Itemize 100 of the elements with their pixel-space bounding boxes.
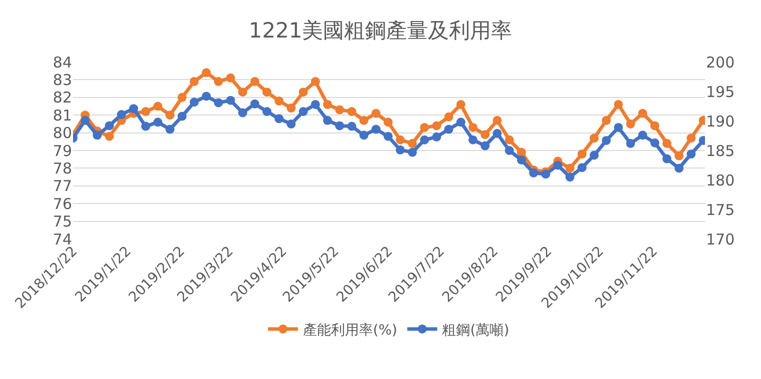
y-tick-label: 77 [52,177,72,196]
point [250,76,260,86]
point [686,134,696,143]
point [638,130,648,140]
point [432,132,442,142]
point [178,112,187,121]
point [650,138,660,148]
point [202,68,211,78]
point [420,122,429,132]
point [190,76,199,86]
point [250,99,260,108]
point [80,116,90,125]
y2-tick-label: 190 [706,112,735,130]
point [190,98,199,107]
point [504,135,514,144]
point [456,118,466,127]
point [323,100,332,109]
point [480,130,490,140]
point [104,132,114,141]
point [286,104,296,113]
y-tick-label: 78 [52,159,72,178]
point [662,138,672,148]
point [529,168,538,178]
point [165,124,174,134]
point [614,100,623,109]
point [516,148,526,157]
point [468,135,478,144]
point [262,88,272,97]
point [662,154,672,164]
point [384,132,393,141]
point [590,134,599,143]
point [286,119,296,128]
point [456,100,466,109]
point [335,121,344,130]
y-tick-label: 76 [52,194,72,213]
point [153,102,162,111]
point [372,124,381,134]
point [104,121,114,130]
y2-tick-label: 180 [706,171,735,190]
point [516,155,526,164]
y-tick-label: 82 [52,88,72,107]
point [480,141,490,150]
point [565,164,574,173]
y2-tick-label: 195 [706,82,735,101]
point [226,73,236,82]
point [578,150,587,159]
point [492,128,502,138]
y-tick-label: 74 [52,230,72,248]
point [359,116,368,125]
point [347,107,356,116]
point [541,170,550,179]
point [602,136,611,145]
point [226,96,236,105]
point [310,76,320,86]
point [238,88,248,97]
point [674,151,684,160]
point [396,135,405,144]
y2-tick-label: 170 [706,230,735,248]
point [626,119,636,128]
point [638,108,648,118]
y2-tick-label: 200 [706,53,735,72]
y-tick-label: 75 [52,212,72,231]
y-tick-label: 80 [52,124,72,142]
point [310,100,320,109]
point [590,150,599,160]
point [492,116,502,125]
chart-title: 1221美國粗鋼產量及利用率 [248,18,512,42]
y-tick-label: 84 [52,53,72,72]
point [372,108,381,118]
point [165,110,174,120]
point [116,110,126,120]
point [432,121,442,130]
legend-label: 產能利用率(%) [303,322,398,338]
y2-tick-label: 175 [706,200,735,219]
point [444,112,454,122]
point [553,160,562,170]
point [626,138,636,148]
point [420,135,429,144]
point [129,104,138,114]
point [408,138,417,148]
point [408,148,417,157]
y-tick-label: 83 [52,70,72,89]
point [686,150,696,159]
point [504,146,514,155]
point [384,118,393,127]
point [178,92,187,102]
point [153,118,162,127]
point [602,116,611,125]
legend-label: 粗鋼(萬噸) [442,322,510,338]
point [444,124,454,134]
y-tick-label: 81 [52,106,72,124]
point [141,107,150,116]
point [396,145,405,154]
point [347,122,356,131]
point [202,92,211,101]
point [214,98,223,108]
point [238,108,248,118]
point [565,172,574,182]
point [298,88,308,97]
point [578,163,587,172]
